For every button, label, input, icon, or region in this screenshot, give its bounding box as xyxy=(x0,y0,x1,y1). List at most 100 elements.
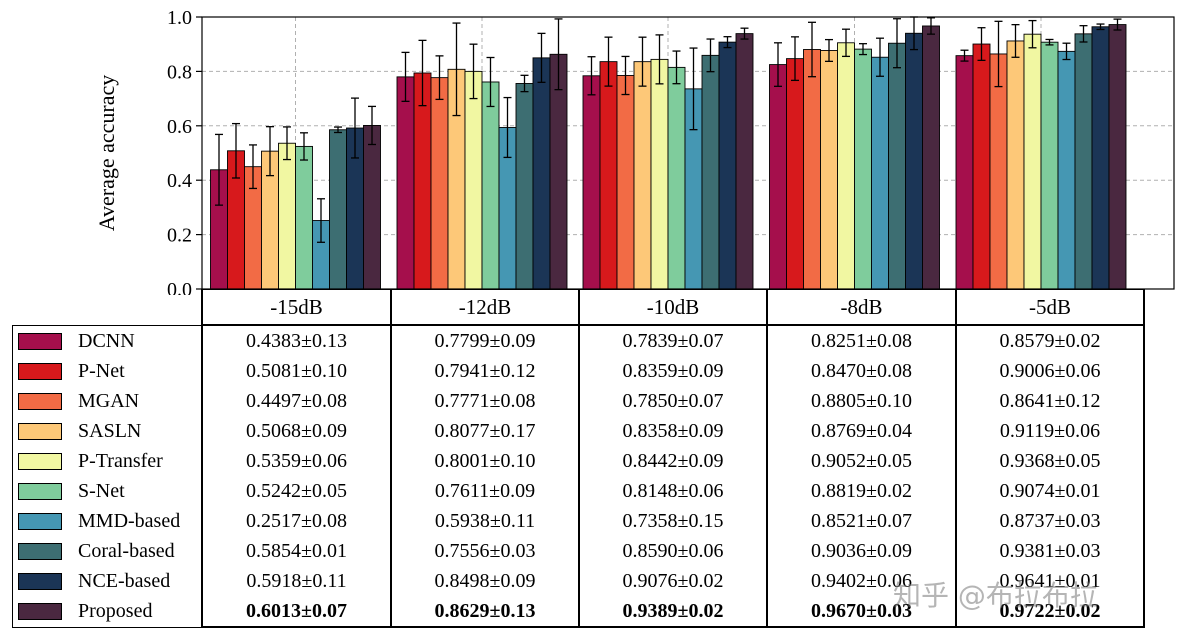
table-cell: 0.9389±0.02 xyxy=(578,596,768,628)
table-cell: 0.8442±0.09 xyxy=(578,446,768,476)
bar-sasln-3 xyxy=(820,50,838,290)
bar-p-net-3 xyxy=(786,58,804,290)
table-cell: 0.7799±0.09 xyxy=(390,325,580,356)
table-cell: 0.5068±0.09 xyxy=(201,416,392,446)
table-cell: 0.9119±0.06 xyxy=(955,416,1145,446)
bar-mgan-2 xyxy=(616,75,635,290)
bar-coral-based-1 xyxy=(515,83,534,290)
bar-mmd-based-4 xyxy=(1057,50,1076,290)
bar-sasln-2 xyxy=(633,61,652,290)
legend-swatch xyxy=(18,572,62,590)
table-cell: 0.7941±0.12 xyxy=(390,356,580,386)
category-header: -8dB xyxy=(766,289,957,326)
legend-swatch xyxy=(18,512,62,530)
axes: 0.00.20.40.60.81.0 xyxy=(167,7,1175,295)
table-cell: 0.8737±0.03 xyxy=(955,506,1145,536)
results-table: -15dB -12dB -10dB -8dB -5dB DCNN 0.4383±0.13 0… xyxy=(12,289,1145,628)
table-cell: 0.9074±0.01 xyxy=(955,476,1145,506)
legend-entry: MMD-based xyxy=(12,506,202,536)
bar-dcnn-2 xyxy=(582,75,601,290)
category-header: -10dB xyxy=(578,289,768,326)
table-cell: 0.6013±0.07 xyxy=(201,596,392,628)
table-row: NCE-based 0.5918±0.11 0.8498±0.09 0.9076±0.… xyxy=(12,566,1145,596)
bar-nce-based-1 xyxy=(532,57,551,290)
table-cell: 0.7771±0.08 xyxy=(390,386,580,416)
bar-coral-based-4 xyxy=(1074,33,1093,290)
bar-proposed-3 xyxy=(922,25,940,290)
table-cell: 0.4383±0.13 xyxy=(201,325,392,356)
bar-p-transfer-4 xyxy=(1023,33,1042,290)
table-cell: 0.7850±0.07 xyxy=(578,386,768,416)
bar-sasln-4 xyxy=(1006,40,1025,290)
bar-nce-based-2 xyxy=(718,41,737,290)
legend-label: SASLN xyxy=(78,419,142,442)
table-cell: 0.5854±0.01 xyxy=(201,536,392,566)
bar-nce-based-4 xyxy=(1091,26,1110,290)
table-cell: 0.9381±0.03 xyxy=(955,536,1145,566)
table-cell: 0.9641±0.01 xyxy=(955,566,1145,596)
bar-mmd-based-3 xyxy=(871,56,889,290)
legend-swatch xyxy=(18,603,62,621)
table-cell: 0.8769±0.04 xyxy=(766,416,957,446)
table-row: SASLN 0.5068±0.09 0.8077±0.17 0.8358±0.09 0.… xyxy=(12,416,1145,446)
bar-mgan-1 xyxy=(430,77,449,290)
table-corner xyxy=(12,289,203,325)
table-cell: 0.9052±0.05 xyxy=(766,446,957,476)
y-axis-label: Average accuracy xyxy=(94,75,119,232)
legend-label: DCNN xyxy=(78,329,135,352)
table-cell: 0.5242±0.05 xyxy=(201,476,392,506)
table-cell: 0.4497±0.08 xyxy=(201,386,392,416)
table-row: P-Transfer 0.5359±0.06 0.8001±0.10 0.8442±0… xyxy=(12,446,1145,476)
table-cell: 0.8077±0.17 xyxy=(390,416,580,446)
y-tick-label: 1.0 xyxy=(167,7,192,29)
legend-swatch xyxy=(18,362,62,380)
table-cell: 0.9006±0.06 xyxy=(955,356,1145,386)
table-cell: 0.9722±0.02 xyxy=(955,596,1145,628)
table-cell: 0.8805±0.10 xyxy=(766,386,957,416)
bar-p-transfer-3 xyxy=(837,42,855,290)
table-cell: 0.8001±0.10 xyxy=(390,446,580,476)
table-cell: 0.7839±0.07 xyxy=(578,325,768,356)
bar-proposed-0 xyxy=(363,124,381,290)
legend-label: Proposed xyxy=(78,600,153,623)
legend-entry: MGAN xyxy=(12,386,202,416)
legend-swatch xyxy=(18,542,62,560)
bar-dcnn-1 xyxy=(396,76,415,290)
table-cell: 0.9670±0.03 xyxy=(766,596,957,628)
y-tick-label: 0.4 xyxy=(167,170,192,192)
bar-dcnn-4 xyxy=(955,55,974,290)
bar-s-net-0 xyxy=(295,145,313,290)
legend-entry: P-Transfer xyxy=(12,446,202,476)
bar-p-net-4 xyxy=(972,43,991,290)
bar-s-net-2 xyxy=(667,66,686,290)
y-tick-label: 0.6 xyxy=(167,116,192,138)
category-header: -15dB xyxy=(201,289,392,326)
legend-label: P-Net xyxy=(78,359,125,382)
table-cell: 0.7611±0.09 xyxy=(390,476,580,506)
bar-coral-based-3 xyxy=(888,42,906,290)
table-cell: 0.9036±0.09 xyxy=(766,536,957,566)
legend-label: S-Net xyxy=(78,479,125,502)
legend-entry: SASLN xyxy=(12,416,202,446)
table-cell: 0.8579±0.02 xyxy=(955,325,1145,356)
table-cell: 0.5918±0.11 xyxy=(201,566,392,596)
watermark: 知乎 @布拉布拉 xyxy=(893,579,1098,612)
bar-s-net-1 xyxy=(481,81,500,290)
bar-coral-based-2 xyxy=(701,54,720,290)
table-cell: 0.5081±0.10 xyxy=(201,356,392,386)
legend-swatch xyxy=(18,332,62,350)
bar-dcnn-3 xyxy=(769,64,787,290)
legend-entry: NCE-based xyxy=(12,566,202,596)
y-tick-label: 0.2 xyxy=(167,225,192,247)
legend-label: MMD-based xyxy=(78,509,181,532)
legend-swatch xyxy=(18,482,62,500)
table-cell: 0.8148±0.06 xyxy=(578,476,768,506)
bar-s-net-3 xyxy=(854,48,872,290)
bar-nce-based-3 xyxy=(905,32,923,290)
table-row: P-Net 0.5081±0.10 0.7941±0.12 0.8359±0.09 0.… xyxy=(12,356,1145,386)
y-tick-label: 0.8 xyxy=(167,61,192,83)
legend-swatch xyxy=(18,422,62,440)
table-cell: 0.5359±0.06 xyxy=(201,446,392,476)
legend-label: P-Transfer xyxy=(78,449,163,472)
table-cell: 0.8629±0.13 xyxy=(390,596,580,628)
